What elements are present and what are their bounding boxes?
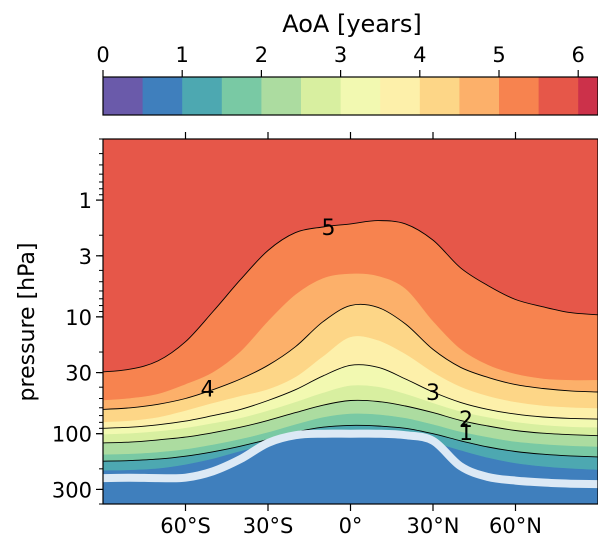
y-tick-label: 10 [65, 306, 92, 330]
x-axis: 60°S 30°S 0° 30°N 60°N [160, 132, 542, 537]
contour-line [103, 399, 598, 444]
colorbar-cell [419, 77, 460, 115]
colorbar-cell [301, 77, 342, 115]
x-tick-label: 60°S [160, 514, 211, 537]
colorbar-tick-label: 6 [572, 43, 585, 67]
x-tick-label: 30°S [243, 514, 294, 537]
colorbar-frame [102, 76, 598, 116]
contour-label: 5 [322, 216, 336, 241]
colorbar-cell [182, 77, 223, 115]
colorbar-tick-label: 3 [334, 43, 347, 67]
colorbar-cell [578, 77, 598, 115]
contour-label: 3 [426, 381, 440, 406]
contour-labels: 5 4 321 [201, 216, 474, 446]
age-bands [103, 139, 598, 504]
contour-label: 4 [201, 377, 215, 402]
colorbar-cell [538, 77, 579, 115]
contour-line [103, 303, 598, 410]
colorbar-cell [103, 77, 144, 115]
contour-lines [103, 220, 598, 462]
y-tick-label: 30 [65, 362, 92, 386]
colorbar-tick-label: 4 [413, 43, 426, 67]
contour-line [103, 424, 598, 462]
y-tick-label: 1 [79, 189, 92, 213]
colorbar-ticks: 0 1 2 3 4 5 6 [96, 43, 585, 77]
y-axis: 1 3 10 30 100 300 [52, 138, 103, 505]
contour-line [103, 364, 598, 429]
contour-label: 2 [459, 408, 473, 433]
x-tick-label: 30°N [407, 514, 460, 537]
colorbar-cell [459, 77, 500, 115]
y-tick-label: 3 [79, 245, 92, 269]
contour-line [103, 220, 598, 373]
y-tick-label: 300 [52, 478, 92, 502]
contour-label: 1 [459, 421, 473, 446]
colorbar-cell [340, 77, 381, 115]
colorbar-cell [380, 77, 421, 115]
colorbar-cells [103, 77, 598, 115]
colorbar-tick-label: 0 [96, 43, 109, 67]
y-tick-label: 100 [52, 423, 92, 447]
y-axis-label: pressure [hPa] [15, 243, 40, 402]
colorbar-tick-label: 1 [176, 43, 189, 67]
colorbar-cell [221, 77, 262, 115]
colorbar-tick-label: 2 [255, 43, 268, 67]
colorbar-tick-label: 5 [492, 43, 505, 67]
x-tick-label: 0° [339, 514, 363, 537]
colorbar-label: AoA [years] [282, 10, 422, 38]
colorbar-cell [499, 77, 540, 115]
colorbar: AoA [years] 0 1 2 3 4 5 6 [96, 10, 598, 116]
tropopause-line [103, 429, 598, 489]
colorbar-cell [142, 77, 183, 115]
x-tick-label: 60°N [489, 514, 542, 537]
colorbar-cell [261, 77, 302, 115]
